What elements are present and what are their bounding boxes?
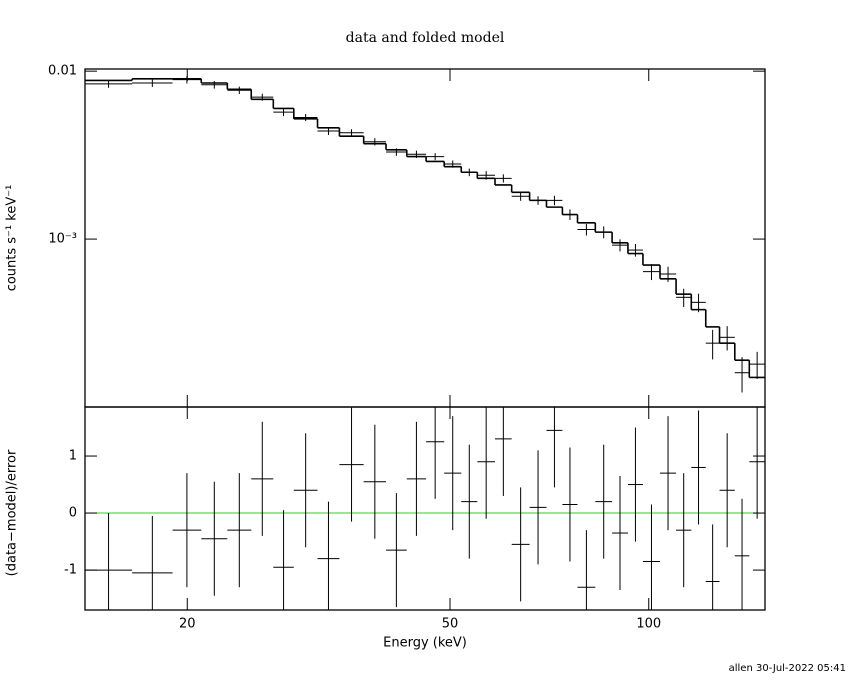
- x-tick-label: 50: [442, 617, 459, 632]
- chart-title: data and folded model: [346, 30, 505, 46]
- plot-area: [85, 76, 765, 393]
- x-tick-label: 100: [636, 617, 661, 632]
- y-tick-label: 10⁻³: [48, 232, 77, 247]
- y-axis-label: (data−model)/error: [5, 449, 20, 576]
- panel-frame: [84, 406, 766, 611]
- y-tick-label: 0: [69, 506, 77, 521]
- y-tick-label: 0.01: [48, 64, 77, 79]
- x-tick-label: 20: [179, 617, 196, 632]
- y-tick-label: -1: [64, 563, 77, 578]
- panel-frame: [84, 68, 766, 408]
- y-axis-label: counts s⁻¹ keV⁻¹: [5, 185, 20, 292]
- x-axis-label: Energy (keV): [383, 636, 467, 651]
- plot-area: [85, 407, 765, 610]
- y-tick-label: 1: [69, 449, 77, 464]
- footer: allen 30-Jul-2022 05:41: [729, 663, 846, 674]
